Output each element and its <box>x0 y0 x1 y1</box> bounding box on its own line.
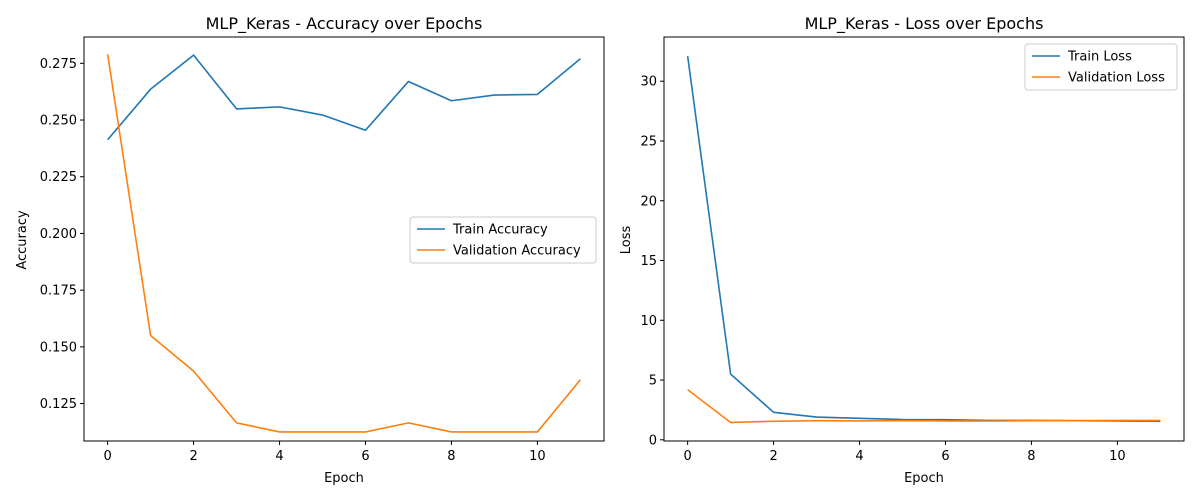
loss-y-tick-label: 5 <box>649 374 657 389</box>
accuracy-y-axis-label: Accuracy <box>15 210 30 270</box>
loss-y-tick-label: 0 <box>649 433 657 448</box>
loss-y-tick-label: 10 <box>640 314 657 329</box>
accuracy-chart: MLP_Keras - Accuracy over Epochs Epoch A… <box>15 14 605 486</box>
accuracy-y-tick-label: 0.150 <box>40 340 77 355</box>
loss-y-axis-label: Loss <box>619 226 634 255</box>
loss-legend-box <box>1024 43 1178 91</box>
loss-x-tick-label: 6 <box>941 449 949 464</box>
loss-ticks: 0 2 4 6 8 10 0 5 10 15 20 25 30 <box>640 75 1125 464</box>
accuracy-plot-frame <box>83 36 605 442</box>
accuracy-y-tick-label: 0.275 <box>40 57 77 72</box>
loss-x-axis-label: Epoch <box>904 471 944 486</box>
accuracy-x-tick-label: 6 <box>361 449 369 464</box>
accuracy-x-tick-label: 4 <box>275 449 283 464</box>
accuracy-series-lines <box>106 54 581 433</box>
accuracy-y-tick-label: 0.250 <box>40 114 77 129</box>
accuracy-x-tick-label: 0 <box>103 449 111 464</box>
accuracy-legend-box <box>409 216 597 264</box>
loss-series-line-validation <box>687 388 1161 424</box>
loss-chart: MLP_Keras - Loss over Epochs Epoch Loss … <box>619 14 1185 486</box>
loss-y-tick-label: 30 <box>640 75 657 90</box>
accuracy-series-line-validation <box>106 54 581 433</box>
accuracy-series-line-train <box>107 54 581 141</box>
accuracy-chart-title: MLP_Keras - Accuracy over Epochs <box>206 14 483 34</box>
loss-y-tick-label: 25 <box>640 134 657 149</box>
accuracy-x-tick-label: 10 <box>529 449 546 464</box>
loss-x-tick-label: 2 <box>769 449 777 464</box>
accuracy-ticks: 0 2 4 6 8 10 0.125 0.150 0.175 0.200 0.225 0.250 0.2… <box>40 57 546 464</box>
accuracy-x-tick-label: 8 <box>447 449 455 464</box>
loss-legend-label: Validation Loss <box>1068 71 1165 86</box>
loss-legend-label: Train Loss <box>1067 50 1132 65</box>
accuracy-legend-label: Train Accuracy <box>452 223 548 238</box>
accuracy-legend: Train Accuracy Validation Accuracy <box>409 216 597 264</box>
accuracy-y-tick-label: 0.175 <box>40 284 77 299</box>
loss-x-tick-label: 4 <box>855 449 863 464</box>
accuracy-x-axis-label: Epoch <box>324 471 364 486</box>
loss-x-tick-label: 8 <box>1027 449 1035 464</box>
loss-y-tick-label: 15 <box>640 254 657 269</box>
accuracy-x-tick-label: 2 <box>189 449 197 464</box>
loss-series-lines <box>686 56 1161 424</box>
loss-y-tick-label: 20 <box>640 194 657 209</box>
accuracy-y-tick-label: 0.225 <box>40 170 77 185</box>
loss-legend: Train Loss Validation Loss <box>1024 43 1178 91</box>
accuracy-legend-label: Validation Accuracy <box>453 244 581 259</box>
accuracy-y-tick-label: 0.125 <box>40 397 77 412</box>
loss-chart-title: MLP_Keras - Loss over Epochs <box>805 14 1044 34</box>
loss-plot-frame <box>663 36 1185 442</box>
accuracy-y-tick-label: 0.200 <box>40 227 77 242</box>
loss-x-tick-label: 10 <box>1109 449 1126 464</box>
loss-x-tick-label: 0 <box>683 449 691 464</box>
